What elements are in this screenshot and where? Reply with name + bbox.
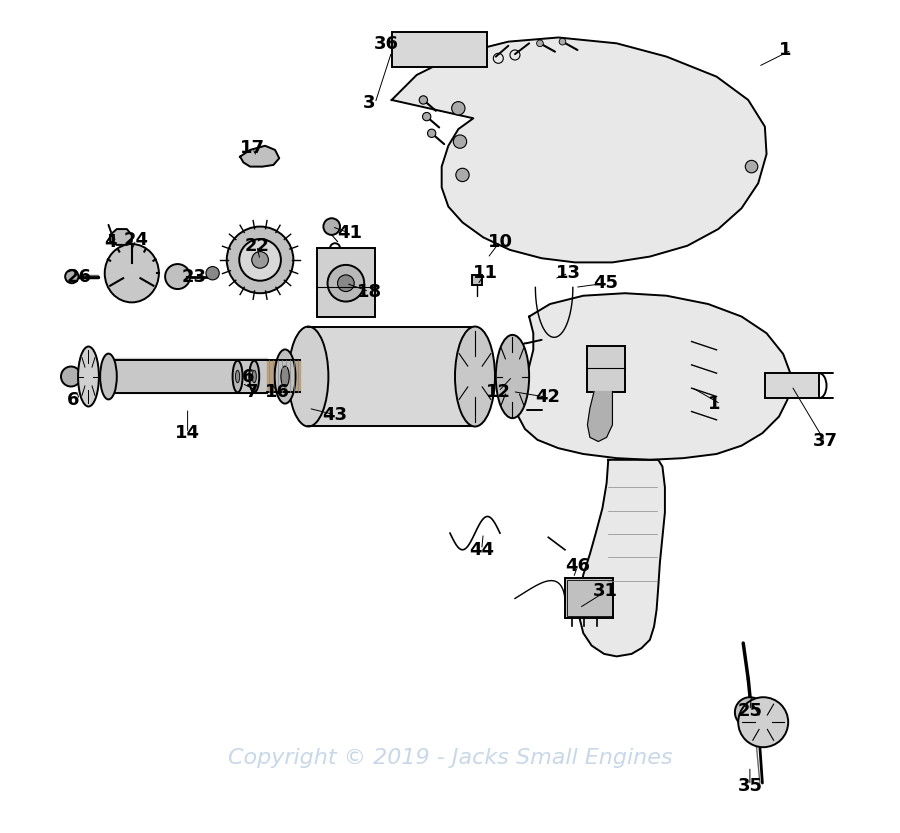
Text: 4: 4 <box>104 232 117 251</box>
Ellipse shape <box>288 327 328 426</box>
Text: 1: 1 <box>708 395 721 413</box>
Text: 6: 6 <box>67 391 79 409</box>
Text: 46: 46 <box>565 557 590 576</box>
Text: 26: 26 <box>67 267 92 286</box>
Ellipse shape <box>104 244 159 302</box>
Ellipse shape <box>249 361 259 392</box>
Circle shape <box>454 135 467 148</box>
Polygon shape <box>518 293 791 460</box>
Text: 36: 36 <box>374 35 399 53</box>
Text: 24: 24 <box>123 231 148 249</box>
Polygon shape <box>309 327 475 426</box>
Text: 44: 44 <box>469 541 494 559</box>
Text: 7: 7 <box>246 382 258 401</box>
Text: 18: 18 <box>356 282 382 301</box>
Ellipse shape <box>252 370 256 383</box>
Text: 6: 6 <box>242 367 254 386</box>
Text: 42: 42 <box>535 388 560 407</box>
Bar <box>565 578 613 618</box>
Polygon shape <box>579 460 665 656</box>
Ellipse shape <box>78 347 99 407</box>
Text: 23: 23 <box>182 267 207 286</box>
Ellipse shape <box>100 353 117 400</box>
Circle shape <box>428 129 436 137</box>
Text: 43: 43 <box>322 406 347 424</box>
Circle shape <box>419 96 428 104</box>
Circle shape <box>323 218 340 235</box>
Text: 31: 31 <box>593 582 618 601</box>
Ellipse shape <box>232 361 243 392</box>
Ellipse shape <box>496 335 529 418</box>
Circle shape <box>536 40 544 47</box>
Text: 45: 45 <box>593 274 618 292</box>
Ellipse shape <box>274 350 295 403</box>
Bar <box>765 373 819 398</box>
Text: 22: 22 <box>244 237 269 255</box>
Circle shape <box>65 270 78 283</box>
Text: 25: 25 <box>737 701 762 720</box>
Text: Copyright © 2019 - Jacks Small Engines: Copyright © 2019 - Jacks Small Engines <box>228 748 672 768</box>
Text: 11: 11 <box>472 264 498 282</box>
Text: 37: 37 <box>813 432 837 451</box>
Text: 12: 12 <box>486 382 511 401</box>
Bar <box>317 248 375 317</box>
Text: 13: 13 <box>556 264 581 282</box>
Polygon shape <box>266 360 300 392</box>
Circle shape <box>422 112 431 121</box>
Bar <box>567 580 612 616</box>
Text: 14: 14 <box>176 424 200 442</box>
Circle shape <box>328 265 364 302</box>
Circle shape <box>455 168 469 182</box>
Circle shape <box>338 275 355 292</box>
Circle shape <box>735 697 765 727</box>
Circle shape <box>239 239 281 281</box>
Circle shape <box>252 252 268 268</box>
Ellipse shape <box>236 370 239 383</box>
Text: 3: 3 <box>363 94 375 112</box>
Polygon shape <box>240 146 279 167</box>
Circle shape <box>452 102 465 115</box>
Text: 35: 35 <box>737 776 762 795</box>
Bar <box>588 346 625 392</box>
Circle shape <box>559 38 566 45</box>
Polygon shape <box>109 358 266 393</box>
Text: 16: 16 <box>266 382 290 401</box>
Bar <box>472 275 482 285</box>
Polygon shape <box>392 37 767 262</box>
Circle shape <box>206 267 220 280</box>
Polygon shape <box>110 229 131 245</box>
Text: 41: 41 <box>338 224 363 242</box>
Ellipse shape <box>745 160 758 172</box>
Text: 10: 10 <box>488 232 512 251</box>
Bar <box>392 32 488 67</box>
Polygon shape <box>588 392 612 441</box>
Circle shape <box>738 697 788 747</box>
Ellipse shape <box>455 327 495 426</box>
Circle shape <box>165 264 190 289</box>
Circle shape <box>227 227 293 293</box>
Ellipse shape <box>281 367 289 387</box>
Text: 17: 17 <box>240 139 266 157</box>
Circle shape <box>61 367 81 387</box>
Text: 1: 1 <box>779 41 791 59</box>
